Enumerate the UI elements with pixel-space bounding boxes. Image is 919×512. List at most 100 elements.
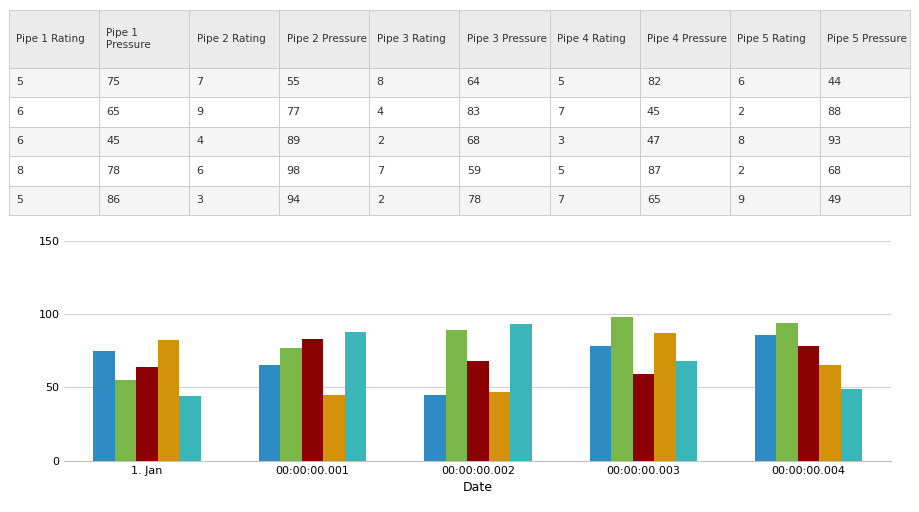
Bar: [99, 126, 189, 156]
Text: 6: 6: [737, 77, 743, 88]
Bar: [820, 185, 910, 215]
Bar: [179, 396, 201, 461]
Bar: [369, 126, 460, 156]
Bar: [730, 126, 820, 156]
Text: 78: 78: [467, 195, 481, 205]
Text: 2: 2: [377, 136, 384, 146]
Bar: [640, 68, 730, 97]
Text: Pipe 5 Rating: Pipe 5 Rating: [737, 34, 806, 44]
Bar: [369, 10, 460, 68]
Text: 49: 49: [827, 195, 841, 205]
Bar: [189, 97, 279, 126]
Bar: [654, 333, 675, 461]
Bar: [640, 156, 730, 185]
Bar: [730, 185, 820, 215]
Bar: [323, 395, 345, 461]
Text: 5: 5: [17, 195, 23, 205]
Bar: [640, 10, 730, 68]
Bar: [640, 185, 730, 215]
Bar: [301, 339, 323, 461]
Text: 87: 87: [647, 166, 661, 176]
Text: 75: 75: [107, 77, 120, 88]
Text: 9: 9: [737, 195, 744, 205]
Text: 82: 82: [647, 77, 661, 88]
Text: Pipe 4 Rating: Pipe 4 Rating: [557, 34, 626, 44]
Bar: [189, 10, 279, 68]
Text: 7: 7: [557, 107, 564, 117]
Bar: [730, 156, 820, 185]
Text: Pipe 5 Pressure: Pipe 5 Pressure: [827, 34, 907, 44]
Text: 93: 93: [827, 136, 841, 146]
Text: 7: 7: [197, 77, 204, 88]
Text: 4: 4: [377, 107, 384, 117]
Bar: [640, 97, 730, 126]
Bar: [755, 334, 777, 461]
Bar: [189, 156, 279, 185]
Bar: [550, 156, 640, 185]
Text: 77: 77: [287, 107, 301, 117]
Bar: [460, 10, 550, 68]
Bar: [777, 323, 798, 461]
Bar: [550, 10, 640, 68]
Bar: [99, 97, 189, 126]
Text: 8: 8: [737, 136, 744, 146]
Bar: [510, 324, 531, 461]
Bar: [189, 68, 279, 97]
Bar: [279, 156, 369, 185]
Bar: [550, 68, 640, 97]
Bar: [9, 156, 99, 185]
Text: 3: 3: [197, 195, 203, 205]
Bar: [99, 68, 189, 97]
Text: 4: 4: [197, 136, 204, 146]
Text: 5: 5: [557, 77, 563, 88]
Bar: [446, 330, 467, 461]
Bar: [675, 361, 698, 461]
Text: 78: 78: [107, 166, 120, 176]
Text: 59: 59: [467, 166, 481, 176]
Bar: [730, 68, 820, 97]
Bar: [99, 156, 189, 185]
Text: 45: 45: [107, 136, 120, 146]
Bar: [798, 346, 820, 461]
Bar: [460, 156, 550, 185]
Bar: [460, 97, 550, 126]
Text: 7: 7: [557, 195, 564, 205]
Bar: [99, 10, 189, 68]
Text: 2: 2: [737, 166, 744, 176]
Bar: [279, 10, 369, 68]
Text: Pipe 2 Rating: Pipe 2 Rating: [197, 34, 266, 44]
Bar: [9, 68, 99, 97]
Bar: [279, 68, 369, 97]
Bar: [158, 340, 179, 461]
Bar: [279, 97, 369, 126]
Bar: [820, 10, 910, 68]
Bar: [279, 185, 369, 215]
Text: 5: 5: [557, 166, 563, 176]
Bar: [820, 156, 910, 185]
Bar: [259, 366, 280, 461]
Bar: [369, 68, 460, 97]
Text: 89: 89: [287, 136, 301, 146]
Bar: [280, 348, 301, 461]
Bar: [460, 68, 550, 97]
X-axis label: Date: Date: [463, 481, 493, 494]
Bar: [820, 126, 910, 156]
Bar: [9, 97, 99, 126]
Bar: [369, 97, 460, 126]
Bar: [841, 389, 862, 461]
Text: 6: 6: [17, 136, 23, 146]
Bar: [9, 126, 99, 156]
Text: 6: 6: [17, 107, 23, 117]
Text: Pipe 2 Pressure: Pipe 2 Pressure: [287, 34, 367, 44]
Bar: [632, 374, 654, 461]
Bar: [136, 367, 158, 461]
Text: 65: 65: [647, 195, 661, 205]
Text: 68: 68: [827, 166, 841, 176]
Text: 64: 64: [467, 77, 481, 88]
Bar: [9, 185, 99, 215]
Bar: [550, 185, 640, 215]
Bar: [590, 346, 611, 461]
Text: 65: 65: [107, 107, 120, 117]
Bar: [460, 126, 550, 156]
Bar: [467, 361, 489, 461]
